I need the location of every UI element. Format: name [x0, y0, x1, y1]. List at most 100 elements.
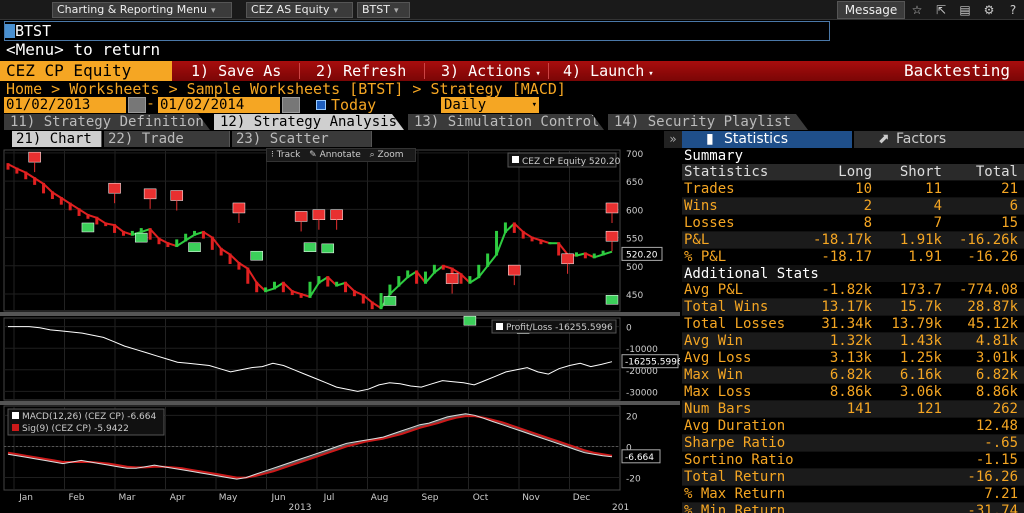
tab-trade-table[interactable]: 22) Trade Table [104, 131, 230, 163]
price-candle [415, 270, 419, 284]
price-candle [344, 281, 348, 293]
breadcrumb-strategy[interactable]: Strategy [MACD] [430, 80, 566, 98]
tab-scatter-chart[interactable]: 23) Scatter Chart [232, 131, 372, 163]
breadcrumb-home[interactable]: Home [6, 80, 43, 98]
month-tick-label: Mar [119, 493, 136, 503]
stat-label: Total Losses [684, 316, 786, 332]
table-row: Total Wins 13.17k 15.7k 28.87k [682, 299, 1024, 316]
calendar-icon[interactable] [282, 97, 300, 113]
star-icon[interactable]: ☆ [911, 3, 923, 17]
price-candle [201, 230, 205, 239]
tab-statistics[interactable]: ▮ Statistics [682, 131, 852, 148]
divider [548, 63, 549, 79]
stat-total: -.65 [984, 435, 1018, 451]
zoom-tool[interactable]: ⌕ Zoom [369, 150, 404, 160]
price-candle [459, 273, 463, 284]
stat-label: Max Loss [684, 384, 752, 400]
tab-strategy-analysis[interactable]: 12) Strategy Analysis [214, 114, 404, 130]
chevron-down-icon: ▾ [393, 6, 399, 16]
calendar-icon[interactable] [128, 97, 146, 113]
macd-legend-swatch [12, 412, 19, 419]
stat-label: Num Bars [684, 401, 752, 417]
stats-tabs: ▮ Statistics ⬈ Factors [682, 131, 1024, 148]
table-row: Avg P&L -1.82k 173.7 -774.08 [682, 282, 1024, 299]
price-candle [557, 242, 561, 256]
price-candle [264, 287, 268, 293]
track-tool[interactable]: ⁝ Track [271, 150, 301, 160]
help-icon[interactable]: ? [1009, 3, 1017, 17]
stat-long: 3.13k [829, 350, 872, 366]
stat-label: % Max Return [684, 486, 786, 502]
summary-title: Summary [684, 148, 744, 164]
price-candle [379, 293, 383, 310]
bar-chart-icon: ▮ [706, 131, 714, 147]
annotate-tool[interactable]: ✎ Annotate [309, 150, 361, 160]
tab-security-playlist[interactable]: 14) Security Playlist [608, 114, 808, 130]
table-row: % P&L -18.17 1.91 -16.26 [682, 249, 1024, 266]
price-candle [6, 163, 10, 170]
ticker-label[interactable]: CEZ CP Equity [0, 61, 172, 81]
price-candle [139, 228, 143, 233]
price-candle [423, 271, 427, 284]
settings-icon[interactable]: ⚙ [983, 3, 995, 17]
breadcrumb-sample[interactable]: Sample Worksheets [BTST] [186, 80, 404, 98]
table-row: Avg Loss 3.13k 1.25k 3.01k [682, 350, 1024, 367]
tab-factors[interactable]: ⬈ Factors [854, 131, 1024, 148]
tab-chart[interactable]: 21) Chart [12, 131, 102, 147]
buy-signal-marker [188, 242, 201, 252]
security-label: CEZ AS Equity [251, 3, 330, 16]
additional-stats-title: Additional Stats [682, 266, 1024, 282]
macd-axis-tick: -20 [626, 475, 641, 485]
macd-axis-tick: 0 [626, 443, 632, 453]
price-candle [86, 213, 90, 219]
buy-signal-marker [383, 296, 397, 306]
function-bar: CEZ CP Equity 1) Save As 2) Refresh 3) A… [0, 61, 1024, 81]
zoom-label: Zoom [377, 150, 404, 160]
tab-strategy-definition[interactable]: 11) Strategy Definition [4, 114, 210, 130]
price-legend-text: CEZ CP Equity 520.20 [522, 157, 621, 167]
table-row: % Min Return -31.74 [682, 503, 1024, 513]
frequency-select[interactable]: Daily ▾ [441, 97, 539, 113]
stat-label: Trades [684, 181, 735, 197]
stat-long: 1.32k [829, 333, 872, 349]
end-date-input[interactable]: 01/02/2014 [158, 97, 280, 113]
message-button[interactable]: Message [837, 1, 905, 19]
last-pnl-box [621, 354, 679, 369]
security-dropdown[interactable]: CEZ AS Equity ▾ [246, 2, 353, 18]
month-tick-label: Feb [69, 493, 85, 503]
price-axis-tick: 600 [626, 206, 643, 216]
macd-line [7, 413, 613, 480]
actions-button[interactable]: 3) Actions ▾ [441, 61, 541, 81]
pnl-legend-text: Profit/Loss -16255.5996 [506, 323, 613, 333]
chart-panel: Jan Feb Mar Apr May Jun Jul Aug Sep Oct Nov Dec 2013… [0, 148, 683, 513]
save-as-button[interactable]: 1) Save As [191, 62, 282, 80]
pnl-legend-swatch [496, 323, 503, 330]
notes-icon[interactable]: ▤ [959, 3, 971, 17]
breadcrumb-worksheets[interactable]: Worksheets [69, 80, 160, 98]
charting-menu-dropdown[interactable]: Charting & Reporting Menu ▾ [52, 2, 232, 18]
refresh-button[interactable]: 2) Refresh [316, 62, 407, 80]
today-checkbox[interactable] [316, 100, 326, 110]
stat-label: Avg Duration [684, 418, 786, 434]
expand-panel-icon[interactable]: » [664, 131, 682, 148]
price-candle [370, 301, 374, 310]
trend-icon: ⬈ [878, 131, 890, 147]
tab-simulation-control[interactable]: 13) Simulation Control [408, 114, 604, 130]
stat-total: 45.12k [967, 316, 1018, 332]
pnl-axis-tick: -10000 [626, 345, 658, 355]
sell-signal-marker [28, 151, 41, 163]
price-axis-tick: 500 [626, 263, 643, 273]
launch-button[interactable]: 4) Launch ▾ [563, 61, 654, 81]
function-dropdown[interactable]: BTST ▾ [357, 2, 410, 18]
buy-signal-marker [605, 295, 619, 305]
start-date-input[interactable]: 01/02/2013 [4, 97, 126, 113]
breadcrumb-separator: > [412, 80, 422, 98]
last-price-box [621, 246, 663, 261]
pop-out-icon[interactable]: ⇱ [935, 3, 947, 17]
price-candle [495, 230, 499, 256]
stat-total: 15 [1001, 215, 1018, 231]
command-line[interactable]: BTST [4, 21, 830, 41]
frequency-value: Daily [444, 97, 487, 113]
price-candle [450, 267, 454, 276]
stat-label: Sharpe Ratio [684, 435, 786, 451]
